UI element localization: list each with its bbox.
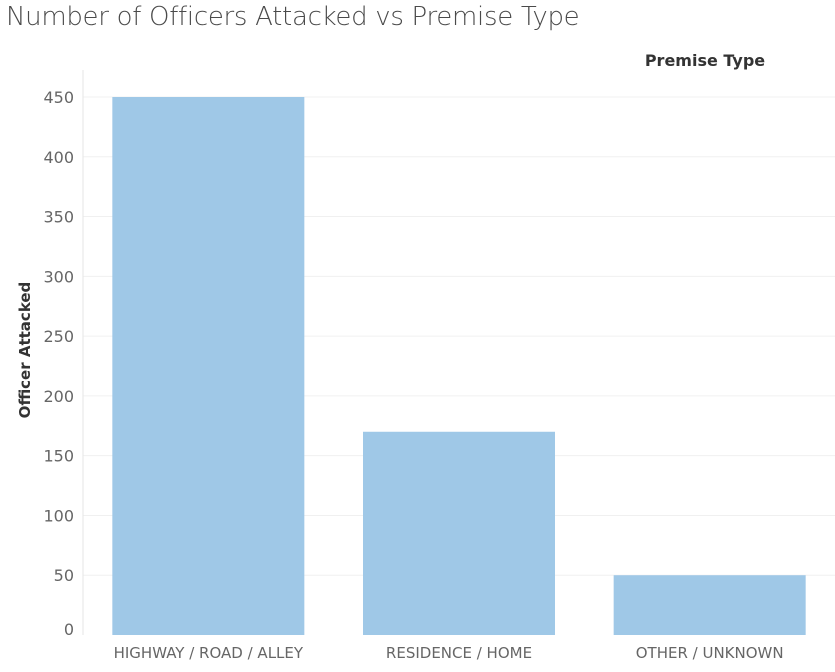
- chart-title: Number of Officers Attacked vs Premise T…: [6, 2, 580, 32]
- bars: [112, 97, 806, 635]
- y-tick-label: 100: [43, 506, 74, 525]
- x-tick-label: RESIDENCE / HOME: [386, 644, 532, 662]
- y-tick-label: 150: [43, 447, 74, 466]
- column-header: Premise Type: [645, 51, 765, 70]
- bar: [363, 431, 555, 635]
- y-tick-label: 50: [54, 566, 74, 585]
- y-tick-label: 200: [43, 387, 74, 406]
- y-tick-label: 0: [64, 620, 74, 639]
- y-axis-ticks: 0 50 100 150 200 250 300 350 400 450: [43, 88, 74, 639]
- y-tick-label: 300: [43, 267, 74, 286]
- y-axis-label: Officer Attacked: [16, 282, 34, 419]
- x-tick-label: OTHER / UNKNOWN: [636, 644, 784, 662]
- y-tick-label: 400: [43, 148, 74, 167]
- x-axis-ticks: HIGHWAY / ROAD / ALLEY RESIDENCE / HOME OT…: [114, 644, 784, 662]
- bar: [112, 97, 305, 635]
- x-tick-label: HIGHWAY / ROAD / ALLEY: [114, 644, 304, 662]
- y-tick-label: 350: [43, 208, 74, 227]
- y-tick-label: 250: [43, 327, 74, 346]
- bar: [613, 575, 806, 635]
- y-tick-label: 450: [43, 88, 74, 107]
